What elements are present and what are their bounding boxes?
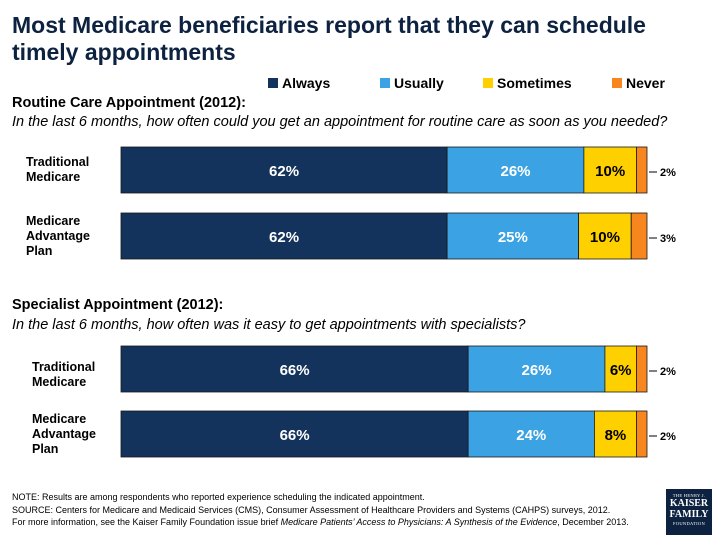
section-question-specialist: In the last 6 months, how often was it e… xyxy=(12,317,526,333)
row-label-specialist-advantage: Medicare Advantage Plan xyxy=(32,412,96,457)
legend-swatch-sometimes xyxy=(483,78,493,88)
footnote-brief-title: Medicare Patients’ Access to Physicians:… xyxy=(280,517,558,527)
section-question-routine: In the last 6 months, how often could yo… xyxy=(12,114,668,130)
bar-segment-never xyxy=(636,146,648,194)
data-label-usually: 25% xyxy=(498,229,528,246)
footnote-source: SOURCE: Centers for Medicare and Medicai… xyxy=(12,504,611,515)
row-label-line: Advantage xyxy=(26,229,90,243)
legend-swatch-usually xyxy=(380,78,390,88)
legend-label-never: Never xyxy=(626,75,665,91)
row-label-routine-advantage: Medicare Advantage Plan xyxy=(26,214,90,259)
footnote-more-info: For more information, see the Kaiser Fam… xyxy=(12,516,652,529)
row-label-line: Medicare xyxy=(32,412,87,426)
page-title: Most Medicare beneficiaries report that … xyxy=(12,12,646,65)
section-heading-specialist: Specialist Appointment (2012): xyxy=(12,297,224,313)
kaiser-family-foundation-logo: THE HENRY J. KAISER FAMILY FOUNDATION xyxy=(666,489,712,535)
data-label-sometimes: 10% xyxy=(595,163,625,180)
bar-segment-usually xyxy=(446,146,585,194)
legend-item-usually: Usually xyxy=(380,75,444,91)
logo-line: FAMILY xyxy=(669,509,709,520)
section-heading-routine: Routine Care Appointment (2012): xyxy=(12,95,246,111)
bar-segment-always xyxy=(120,212,448,260)
data-label-always: 62% xyxy=(269,163,299,180)
data-label-sometimes: 10% xyxy=(590,229,620,246)
legend-item-never: Never xyxy=(612,75,665,91)
row-label-line: Traditional xyxy=(32,360,96,374)
row-label-line: Plan xyxy=(32,442,59,456)
row-label-line: Medicare xyxy=(26,170,81,184)
bar-segment-usually xyxy=(467,410,595,458)
row-label-specialist-traditional: Traditional Medicare xyxy=(32,360,95,390)
legend-label-sometimes: Sometimes xyxy=(497,75,572,91)
footnote-note: NOTE: Results are among respondents who … xyxy=(12,492,425,502)
footnote: NOTE: Results are among respondents who … xyxy=(12,491,652,529)
bar-segment-usually xyxy=(467,345,606,393)
row-label-line: Plan xyxy=(26,244,53,258)
footnote-more-info-prefix: For more information, see the Kaiser Fam… xyxy=(12,517,281,527)
legend-swatch-never xyxy=(612,78,622,88)
legend-item-sometimes: Sometimes xyxy=(483,75,572,91)
logo-line: FOUNDATION xyxy=(673,521,705,526)
data-label-always: 66% xyxy=(280,427,310,444)
data-label-sometimes: 8% xyxy=(605,427,627,444)
data-label-never: 2% xyxy=(660,167,676,179)
bar-segment-sometimes xyxy=(604,345,637,393)
legend-item-always: Always xyxy=(268,75,330,91)
row-label-routine-traditional: Traditional Medicare xyxy=(26,155,89,185)
bar-segment-never xyxy=(636,345,648,393)
row-label-line: Traditional xyxy=(26,155,90,169)
data-label-always: 66% xyxy=(280,362,310,379)
bar-segment-always xyxy=(120,410,469,458)
bar-segment-sometimes xyxy=(594,410,637,458)
bar-segment-always xyxy=(120,345,469,393)
chart-legend: Always Usually Sometimes Never xyxy=(0,75,720,93)
legend-label-usually: Usually xyxy=(394,75,444,91)
bar-segment-never xyxy=(630,212,648,260)
logo-line: THE HENRY J. xyxy=(672,493,706,498)
data-label-always: 62% xyxy=(269,229,299,246)
logo-line: KAISER xyxy=(669,498,709,509)
data-label-never: 2% xyxy=(660,366,676,378)
row-label-line: Medicare xyxy=(32,375,87,389)
data-label-sometimes: 6% xyxy=(610,362,632,379)
data-label-usually: 24% xyxy=(516,427,546,444)
legend-label-always: Always xyxy=(282,75,331,91)
data-label-never: 3% xyxy=(660,233,676,245)
footnote-more-info-suffix: , December 2013. xyxy=(557,517,629,527)
row-label-line: Medicare xyxy=(26,214,81,228)
legend-swatch-always xyxy=(268,78,278,88)
bar-segment-always xyxy=(120,146,448,194)
row-label-line: Advantage xyxy=(32,427,96,441)
data-label-never: 2% xyxy=(660,431,676,443)
bar-segment-usually xyxy=(446,212,580,260)
bar-segment-sometimes xyxy=(578,212,632,260)
data-label-usually: 26% xyxy=(522,362,552,379)
bar-segment-never xyxy=(636,410,648,458)
data-label-usually: 26% xyxy=(500,163,530,180)
